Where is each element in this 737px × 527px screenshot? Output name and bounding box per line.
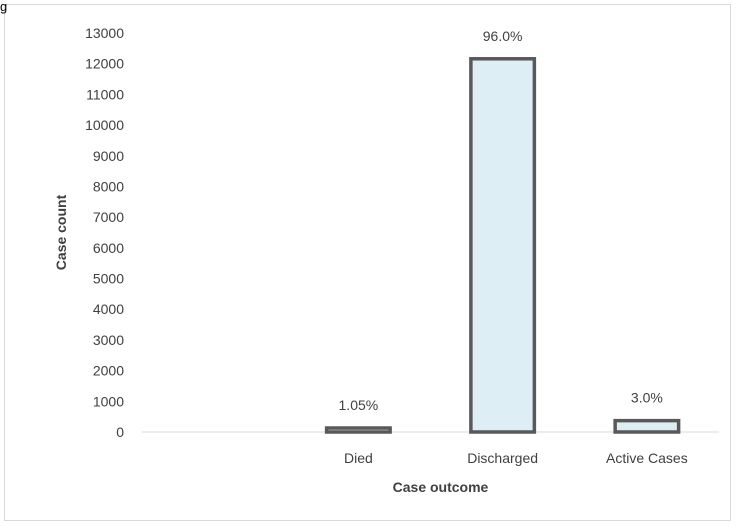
y-axis-title: Case count <box>53 194 69 270</box>
bar <box>324 426 392 434</box>
x-axis-title: Case outcome <box>393 479 489 495</box>
bar-data-label: 96.0% <box>483 28 523 44</box>
y-tick-label: 13000 <box>85 25 124 41</box>
y-tick-label: 6000 <box>93 240 124 256</box>
bar-data-label: 3.0% <box>631 390 663 406</box>
y-tick-label: 11000 <box>86 86 124 102</box>
bar <box>469 57 537 434</box>
x-axis-category-labels: Died Discharged Active Cases <box>344 450 688 466</box>
x-category-label: Active Cases <box>606 450 688 466</box>
x-category-label: Discharged <box>467 450 538 466</box>
y-tick-label: 9000 <box>93 148 124 164</box>
corner-text-fragment: g <box>0 0 8 14</box>
y-tick-label: 10000 <box>85 117 124 133</box>
y-tick-label: 0 <box>116 424 124 440</box>
chart-frame <box>4 4 731 521</box>
bar <box>613 418 681 434</box>
y-tick-label: 8000 <box>93 178 124 194</box>
data-labels: 1.05% 96.0% 3.0% <box>339 28 663 413</box>
y-axis-ticks: 0 1000 2000 3000 4000 5000 6000 7000 8000 9000 100… <box>85 25 124 440</box>
bars <box>324 57 681 434</box>
y-tick-label: 5000 <box>93 271 124 287</box>
y-tick-label: 3000 <box>93 332 124 348</box>
x-category-label: Died <box>344 450 373 466</box>
y-tick-label: 7000 <box>93 209 124 225</box>
bar-data-label: 1.05% <box>339 397 379 413</box>
y-tick-label: 4000 <box>93 301 124 317</box>
y-tick-label: 2000 <box>93 363 124 379</box>
y-tick-label: 12000 <box>85 56 124 72</box>
y-tick-label: 1000 <box>93 393 124 409</box>
